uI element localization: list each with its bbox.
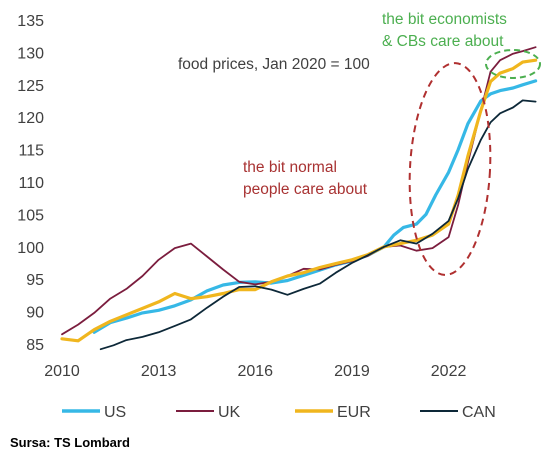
annotation-normal-people: the bit normal people care about <box>243 62 492 276</box>
series-line-can <box>99 99 537 351</box>
annotation-economists-line-1: the bit economists <box>382 11 507 28</box>
y-tick-label: 110 <box>18 175 44 192</box>
y-tick-label: 90 <box>26 305 44 322</box>
series-line-eur <box>60 58 538 343</box>
y-tick-label: 100 <box>17 240 44 257</box>
annotation-economists: the bit economists & CBs care about <box>382 11 541 79</box>
x-tick-label: 2016 <box>237 363 273 380</box>
y-tick-label: 130 <box>17 45 44 62</box>
y-axis-ticks: 85 90 95 100 105 110 115 120 125 130 135 <box>17 13 44 354</box>
source-label: Sursa: TS Lombard <box>10 435 130 450</box>
legend-label-uk: UK <box>218 404 241 421</box>
legend-label-eur: EUR <box>337 404 371 421</box>
chart-subtitle: food prices, Jan 2020 = 100 <box>178 56 370 73</box>
x-tick-label: 2019 <box>334 363 370 380</box>
series-line-us <box>92 79 538 334</box>
legend-label-us: US <box>104 404 126 421</box>
legend-item-us: US <box>62 404 126 421</box>
y-tick-label: 120 <box>17 110 44 127</box>
y-tick-label: 85 <box>26 337 44 354</box>
annotation-economists-line-2: & CBs care about <box>382 33 504 50</box>
annotation-normal-ellipse <box>408 62 492 276</box>
annotation-normal-line-1: the bit normal <box>243 159 337 176</box>
legend-item-can: CAN <box>420 404 496 421</box>
x-tick-label: 2022 <box>431 363 467 380</box>
y-tick-label: 105 <box>17 207 44 224</box>
y-tick-label: 135 <box>17 13 44 30</box>
legend-label-can: CAN <box>462 404 496 421</box>
x-tick-label: 2010 <box>44 363 80 380</box>
legend: US UK EUR CAN <box>62 404 496 421</box>
legend-item-uk: UK <box>176 404 241 421</box>
x-tick-label: 2013 <box>141 363 177 380</box>
legend-item-eur: EUR <box>295 404 371 421</box>
x-axis-ticks: 2010 2013 2016 2019 2022 <box>44 363 466 380</box>
series-lines <box>60 46 538 351</box>
y-tick-label: 125 <box>17 78 44 95</box>
y-tick-label: 95 <box>26 272 44 289</box>
annotation-economists-ellipse <box>485 49 541 79</box>
y-tick-label: 115 <box>18 143 44 160</box>
annotation-normal-line-2: people care about <box>243 181 368 198</box>
